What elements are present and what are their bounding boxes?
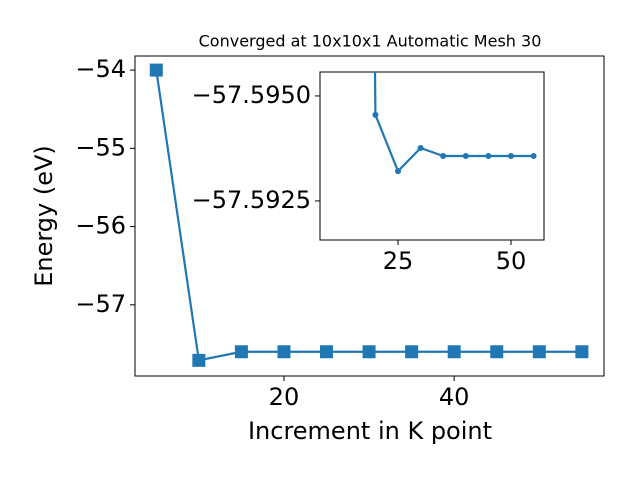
x-tick-label: 50 (496, 247, 527, 275)
data-point (490, 345, 504, 359)
x-tick-label: 20 (269, 383, 300, 411)
data-point (149, 63, 163, 77)
data-point (462, 153, 469, 159)
data-point (372, 111, 379, 118)
y-tick-label: −54 (75, 55, 126, 83)
data-point (405, 345, 419, 359)
y-tick-label: −57.5925 (192, 186, 311, 214)
data-point (320, 345, 334, 359)
y-tick-label: −57.5950 (192, 81, 311, 109)
data-point (395, 168, 402, 175)
chart-title: Converged at 10x10x1 Automatic Mesh 30 (199, 32, 542, 51)
data-point (440, 153, 447, 159)
y-tick-label: −55 (75, 133, 126, 161)
data-point (417, 145, 424, 152)
data-point (234, 345, 248, 359)
data-point (192, 353, 206, 367)
y-tick-label: −56 (75, 212, 126, 240)
y-axis-label: Energy (eV) (30, 145, 58, 287)
data-point (508, 153, 515, 159)
data-point (362, 345, 376, 359)
data-point (575, 345, 589, 359)
data-point (277, 345, 291, 359)
data-point (485, 153, 492, 159)
y-tick-label: −57 (75, 290, 126, 318)
x-tick-label: 40 (439, 383, 470, 411)
plot-area (149, 63, 589, 367)
data-point (447, 345, 461, 359)
plot-area (372, 72, 537, 175)
data-point (530, 153, 537, 159)
x-tick-label: 25 (383, 247, 414, 275)
data-point (532, 345, 546, 359)
x-axis-label: Increment in K point (248, 417, 492, 445)
